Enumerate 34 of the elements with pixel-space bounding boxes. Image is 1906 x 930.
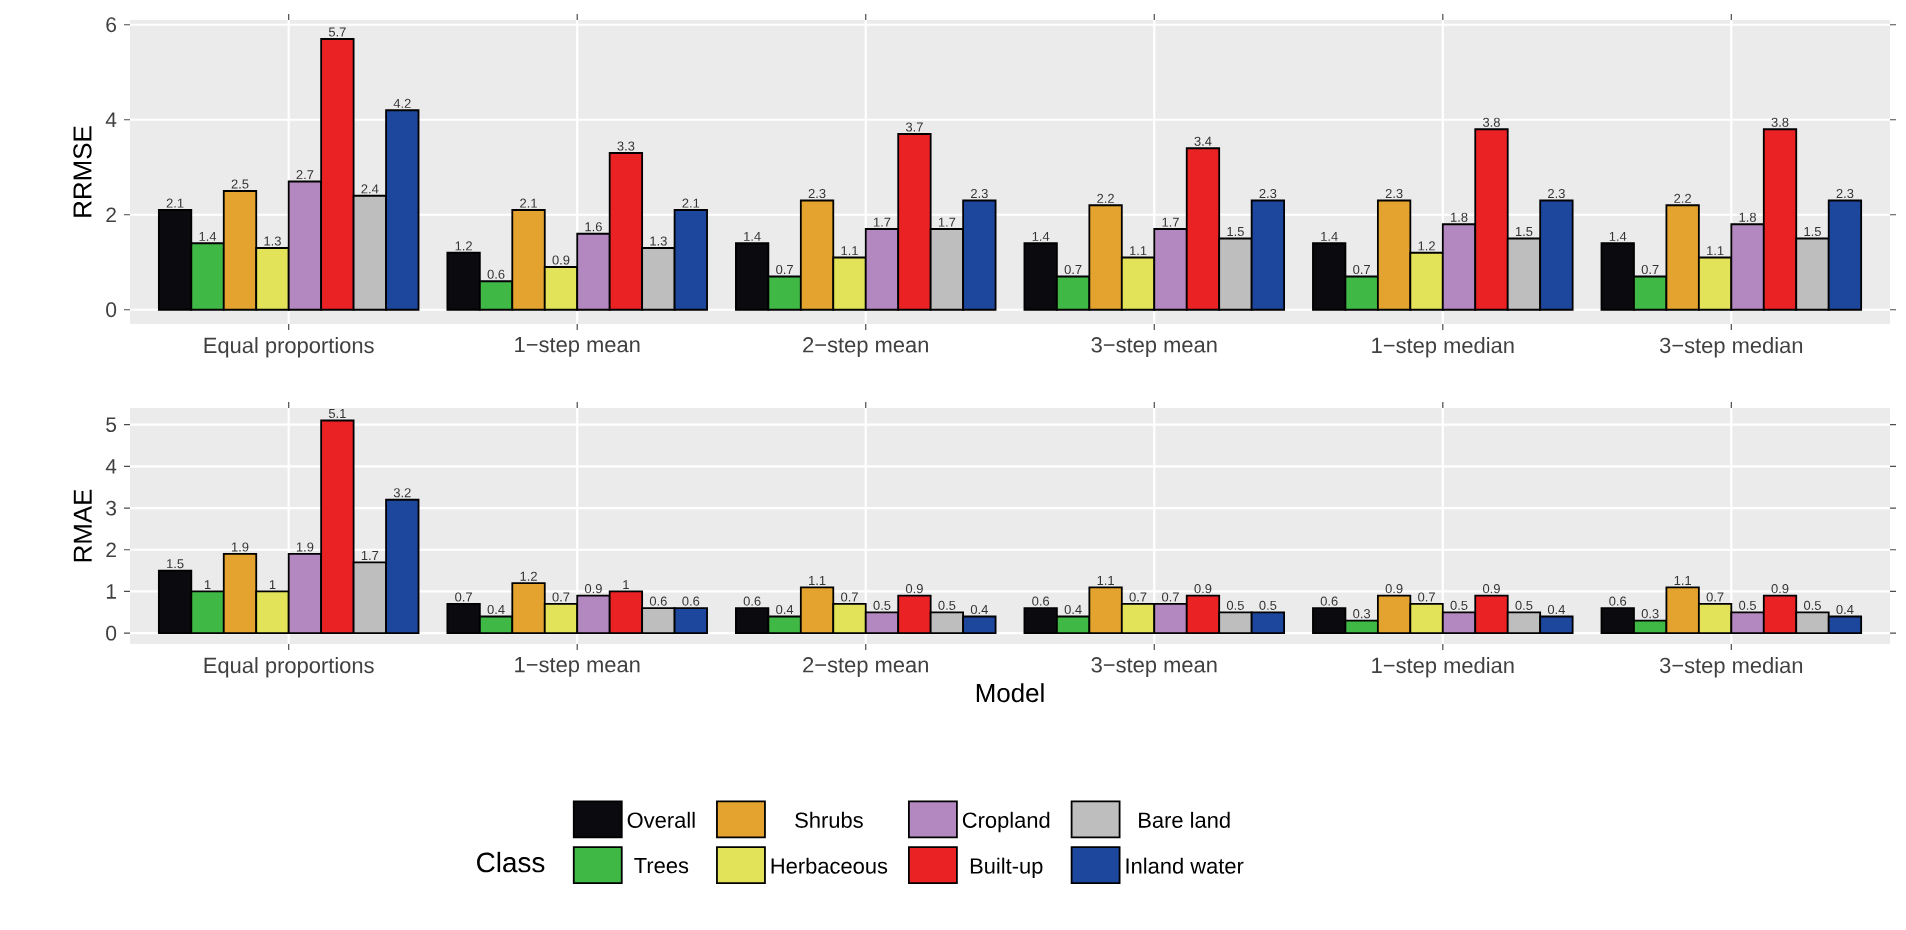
y-tick-label: 2 [106, 207, 116, 223]
x-tick-label: 3−step mean [1091, 337, 1217, 357]
y-tick-label: 4 [105, 459, 117, 474]
x-tick-label: 1−step mean [515, 337, 640, 357]
y-axis-title: RMAE [73, 489, 92, 562]
y-axis-title: RRMSE [73, 126, 92, 217]
x-tick-label: 1−step median [1372, 657, 1514, 678]
x-tick-label: 1−step median [1372, 337, 1514, 358]
y-tick-label: 0 [106, 625, 117, 641]
legend-label: Cropland [962, 811, 1050, 833]
legend-title: Class [477, 851, 545, 873]
legend-label: Built-up [970, 857, 1043, 879]
x-tick-label: Equal proportions [204, 657, 374, 678]
y-tick-label: 0 [106, 302, 117, 318]
x-tick-label: 2−step mean [803, 337, 928, 357]
x-tick-label: 3−step median [1659, 657, 1803, 678]
y-tick-label: 6 [106, 17, 117, 33]
legend-label: Trees [634, 858, 689, 874]
legend-label: Inland water [1126, 857, 1244, 874]
legend-label: Herbaceous [771, 857, 888, 874]
y-tick-label: 3 [106, 500, 117, 516]
y-tick-label: 5 [106, 417, 117, 432]
x-tick-label: 1−step mean [515, 657, 640, 677]
legend-label: Bare land [1139, 811, 1230, 828]
x-tick-label: 2−step mean [803, 657, 928, 677]
legend-label: Shrubs [795, 811, 863, 828]
y-tick-label: 1 [106, 584, 116, 599]
legend-label: Overall [627, 811, 695, 828]
y-tick-label: 4 [105, 112, 117, 127]
x-axis-title: Model [976, 683, 1044, 703]
x-tick-label: 3−step mean [1091, 657, 1217, 677]
y-tick-label: 2 [106, 542, 116, 558]
x-tick-label: Equal proportions [204, 337, 374, 358]
x-tick-label: 3−step median [1659, 337, 1803, 358]
